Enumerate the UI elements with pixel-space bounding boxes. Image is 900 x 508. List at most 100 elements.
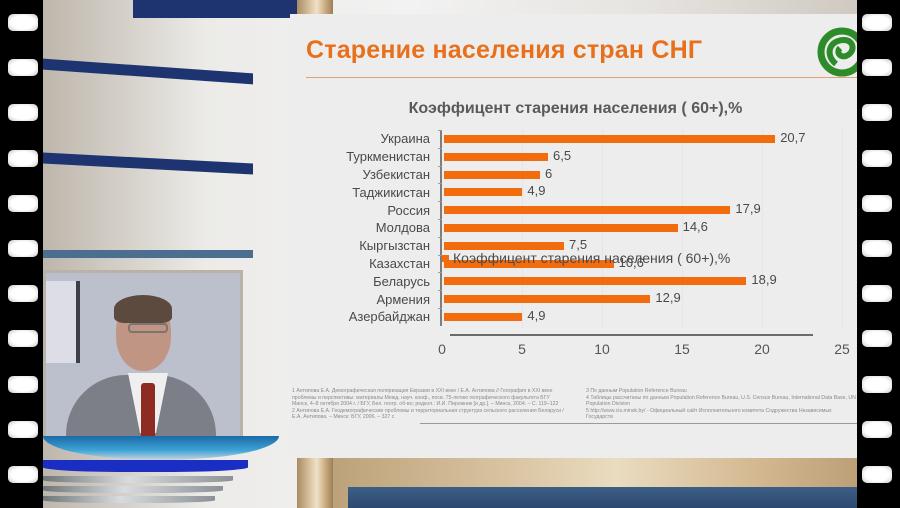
bar-row: Таджикистан 4,9 [292,183,545,201]
podium-blue-band [43,460,248,472]
x-tick-mark [682,130,683,328]
bar-row: Россия 17,9 [292,201,760,219]
bar-value-label: 4,9 [527,308,546,323]
film-sprocket-hole [8,420,38,438]
presentation-slide: Старение населения стран СНГ Коэффицент … [290,14,860,458]
footnote-5: 5 http://www.cis.minsk.by/ - Официальный… [586,407,832,421]
film-sprocket-hole [8,59,38,77]
footnotes-right: 3 По данным Population Reference Bureau … [586,388,857,421]
x-tick-label: 0 [438,341,446,357]
y-axis [440,130,442,326]
podium-rim [43,436,279,460]
x-tick-label: 20 [754,341,770,357]
x-tick-label: 5 [518,341,526,357]
film-sprocket-hole [862,330,892,348]
y-tick-mark [438,147,442,149]
presenter-video-icon [46,273,240,437]
background-stripe [43,152,253,175]
podium-ring [43,496,215,503]
film-sprocket-hole [862,149,892,167]
category-label: Туркменистан [346,149,430,165]
category-label: Украина [380,131,431,147]
background-stripe [43,250,253,258]
film-sprocket-hole [8,104,38,122]
bar-row: Узбекистан 6 [292,166,552,184]
green-spiral-logo-icon [817,27,860,77]
category-label: Азербайджан [348,309,430,325]
bar [444,188,523,197]
footnote-1: 1 Антипова Е.А. Демографическая поляриза… [292,388,559,408]
y-tick-mark [438,219,442,220]
bar-value-label: 6,5 [553,147,572,163]
bar [444,206,731,215]
bar-row: Кыргызстан 7,5 [292,237,587,255]
bar-row: Азербайджан 4,9 [292,308,546,326]
category-label: Армения [376,291,430,307]
film-strip-right [857,0,900,508]
film-sprocket-hole [8,285,38,303]
y-tick-mark [438,183,442,185]
footnotes-left: 1 Антипова Е.А. Демографическая поляриза… [292,388,564,421]
y-tick-mark [438,290,442,292]
category-label: Беларусь [373,273,430,289]
category-label: Кыргызстан [359,238,430,254]
bar [444,170,540,179]
film-sprocket-hole [8,330,38,348]
chart-title: Коэффицент старения населения ( 60+),% [408,100,743,117]
bar [444,152,548,161]
category-label: Молдова [375,220,430,236]
bar-value-label: 17,9 [735,201,761,217]
film-sprocket-hole [8,149,38,167]
footnote-4: 4 Таблицы рассчитаны по данным Populatio… [586,394,856,408]
film-sprocket-hole [862,466,892,483]
y-tick-mark [438,165,442,167]
chart-legend: Коэффицент старения населения ( 60+),% [442,250,730,266]
category-label: Казахстан [369,255,430,271]
bar [444,224,678,232]
bar-row: Армения 12,9 [292,290,680,308]
background-stripe [43,58,253,85]
y-tick-mark [438,308,442,309]
bar [444,259,614,268]
film-sprocket-hole [8,375,38,393]
film-sprocket-hole [862,59,892,77]
y-tick-mark [438,201,442,203]
x-tick-label: 15 [674,341,690,357]
slide-title: Старение населения стран СНГ [306,36,703,64]
film-sprocket-hole [862,240,892,257]
footnote-divider [420,423,857,424]
bar-value-label: 12,9 [655,290,681,306]
footnote-2: 2 Антипова Е.А. Геодемографические пробл… [292,407,564,421]
film-sprocket-hole [862,420,892,438]
bar [444,313,523,321]
footnote-3: 3 По данным Population Reference Bureau [586,388,687,394]
film-sprocket-hole [862,104,892,122]
film-sprocket-hole [8,240,38,257]
bar-value-label: 7,5 [569,236,588,252]
background-dark-band [133,0,297,18]
bar-value-label: 10,6 [618,254,644,270]
film-sprocket-hole [8,194,38,212]
bar-value-label: 14,6 [682,219,708,234]
film-strip-left [0,0,43,508]
film-sprocket-hole [862,194,892,212]
title-divider [306,77,857,78]
bar-value-label: 18,9 [751,272,777,288]
bar-row: Украина 20,7 [292,130,806,148]
bar-row: Туркменистан 6,5 [292,148,571,166]
category-label: Узбекистан [362,166,430,182]
blue-glass-panel [348,487,857,508]
film-sprocket-hole [8,14,38,31]
bar [444,135,776,143]
bar [444,295,651,304]
film-sprocket-hole [862,285,892,303]
x-tick-mark [842,130,843,328]
y-tick-mark [438,236,442,238]
x-tick-mark [762,130,763,328]
y-tick-mark [438,130,442,131]
bar [444,277,747,286]
bar-value-label: 20,7 [780,130,806,145]
bar-row: Казахстан 10,6 [292,255,644,273]
bar-value-label: 6 [545,165,553,181]
category-label: Таджикистан [352,184,430,200]
